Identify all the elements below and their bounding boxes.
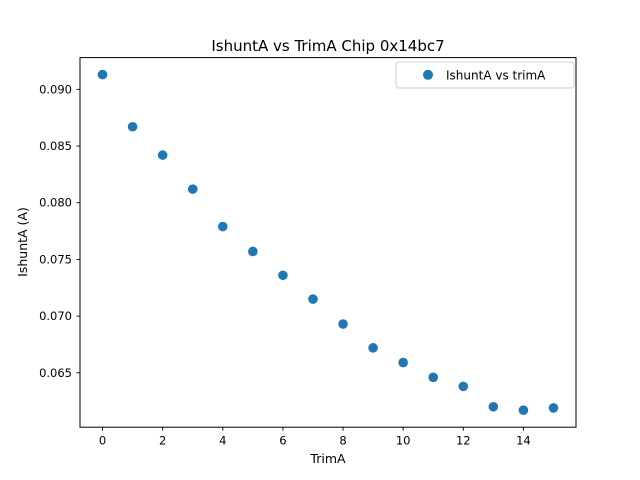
- plot-area: 0 2 4 6 8 10 12 14 0.065 0.070 0.075 0.080 0.085 0.09…: [39, 57, 577, 448]
- y-tick-label: 0.065: [39, 366, 72, 380]
- x-tick-label: 0: [99, 434, 106, 448]
- chart-title: IshuntA vs TrimA Chip 0x14bc7: [211, 37, 444, 55]
- y-tick-label: 0.090: [39, 82, 72, 96]
- axes-frame: [79, 57, 577, 428]
- y-tick-label: 0.070: [39, 309, 72, 323]
- data-point: [97, 69, 108, 80]
- x-tick-label: 4: [219, 434, 226, 448]
- data-point: [548, 403, 559, 413]
- y-tick-label: 0.075: [39, 252, 72, 266]
- x-tick-label: 14: [516, 434, 531, 448]
- y-axis-label: IshuntA (A): [15, 207, 30, 277]
- legend-marker-icon: [423, 69, 433, 80]
- legend-label: IshuntA vs trimA: [446, 69, 546, 83]
- data-point: [518, 405, 529, 415]
- data-point: [488, 401, 499, 412]
- x-tick-label: 12: [456, 434, 471, 448]
- data-point: [157, 150, 168, 160]
- data-point: [428, 372, 439, 383]
- x-tick-label: 2: [159, 434, 166, 448]
- y-tick-label: 0.085: [39, 139, 72, 153]
- x-tick-label: 10: [396, 434, 411, 448]
- data-point: [217, 221, 228, 232]
- data-point: [458, 381, 469, 392]
- data-point: [187, 184, 198, 194]
- legend-box: [395, 61, 575, 89]
- data-point: [278, 270, 288, 281]
- data-point: [398, 357, 408, 368]
- y-tick-label: 0.080: [39, 196, 72, 210]
- data-point: [248, 246, 258, 257]
- x-tick-label: 6: [279, 434, 286, 448]
- data-point: [338, 319, 348, 329]
- data-point: [368, 343, 378, 353]
- legend: IshuntA vs trimA: [395, 61, 575, 89]
- x-axis-label: TrimA: [309, 451, 346, 466]
- x-tick-label: 8: [339, 434, 346, 448]
- data-point: [308, 294, 318, 304]
- data-point: [127, 121, 138, 132]
